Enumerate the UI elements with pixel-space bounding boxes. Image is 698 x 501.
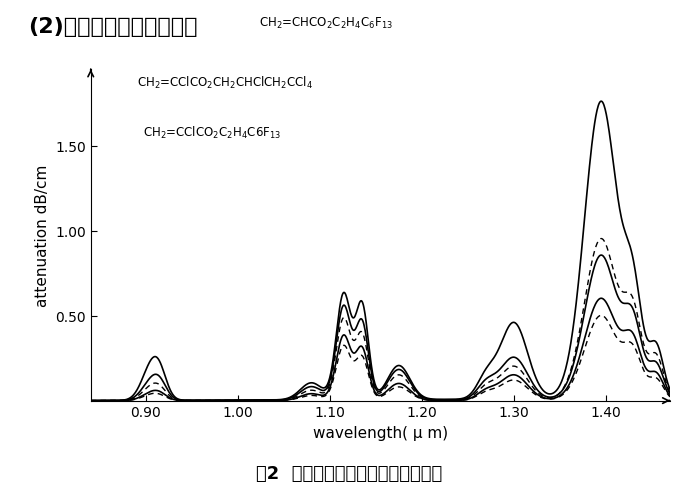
Text: 图2  几种含氟丙烯酸酯的光衰减情况: 图2 几种含氟丙烯酸酯的光衰减情况 <box>256 464 442 482</box>
Text: CH$_2$=CHCO$_2$C$_2$H$_4$C$_6$F$_{13}$: CH$_2$=CHCO$_2$C$_2$H$_4$C$_6$F$_{13}$ <box>259 16 392 31</box>
Y-axis label: attenuation dB/cm: attenuation dB/cm <box>35 164 50 307</box>
Text: CH$_2$=CClCO$_2$CH$_2$CHClCH$_2$CCl$_4$: CH$_2$=CClCO$_2$CH$_2$CHClCH$_2$CCl$_4$ <box>137 75 313 91</box>
X-axis label: wavelength( μ m): wavelength( μ m) <box>313 425 448 440</box>
Text: (2)含氟丙烯酸酯类聚合物: (2)含氟丙烯酸酯类聚合物 <box>28 17 198 37</box>
Text: CH$_2$=CClCO$_2$C$_2$H$_4$C6F$_{13}$: CH$_2$=CClCO$_2$C$_2$H$_4$C6F$_{13}$ <box>143 124 281 140</box>
